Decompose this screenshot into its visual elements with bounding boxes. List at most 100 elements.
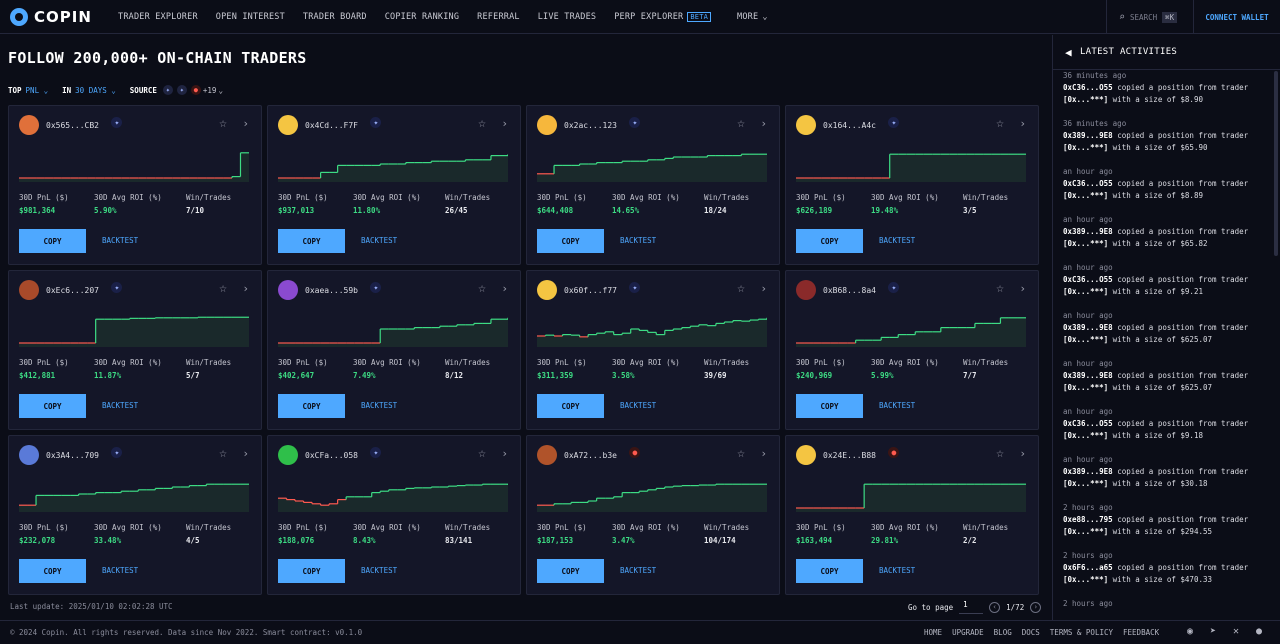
search-box[interactable]: ⌕ SEARCH ⌘K [1106,0,1194,34]
trader-card[interactable]: 0xCFa...058 ✦ ☆ › 30D PnL ($) 30D Avg RO… [267,435,521,595]
footer-link-home[interactable]: HOME [924,628,943,637]
star-icon[interactable]: ☆ [737,281,745,296]
nav-trader-explorer[interactable]: TRADER EXPLORER [118,11,198,22]
chevron-right-icon[interactable]: › [760,117,767,130]
trader-card[interactable]: 0xEc6...207 ✦ ☆ › 30D PnL ($) 30D Avg RO… [8,270,262,430]
footer-link-upgrade[interactable]: UPGRADE [952,628,984,637]
trader-card[interactable]: 0x3A4...709 ✦ ☆ › 30D PnL ($) 30D Avg RO… [8,435,262,595]
trader-card[interactable]: 0xB68...8a4 ✦ ☆ › 30D PnL ($) 30D Avg RO… [785,270,1039,430]
star-icon[interactable]: ☆ [737,446,745,461]
copy-button[interactable]: COPY [537,559,604,583]
backtest-button[interactable]: BACKTEST [879,401,916,410]
page-input[interactable]: 1 [959,600,984,614]
backtest-button[interactable]: BACKTEST [361,401,398,410]
backtest-button[interactable]: BACKTEST [361,566,398,575]
backtest-button[interactable]: BACKTEST [879,566,916,575]
activities-scrollbar[interactable] [1274,71,1278,256]
nav-trader-board[interactable]: TRADER BOARD [302,11,367,22]
copier-address[interactable]: 0xC36...O55 [1063,275,1113,284]
trader-address[interactable]: 0xCFa...058 [305,451,358,460]
star-icon[interactable]: ☆ [996,116,1004,131]
star-icon[interactable]: ☆ [737,116,745,131]
source-filter-dropdown[interactable]: ✦ ✦ ● +19 ⌄ [161,85,223,95]
footer-link-terms[interactable]: TERMS & POLICY [1049,628,1114,637]
trader-ref[interactable]: [0x...***] [1063,335,1109,344]
copy-button[interactable]: COPY [796,559,863,583]
trader-card[interactable]: 0x2ac...123 ✦ ☆ › 30D PnL ($) 30D Avg RO… [526,105,780,265]
backtest-button[interactable]: BACKTEST [620,401,657,410]
star-icon[interactable]: ☆ [219,446,227,461]
nav-referral[interactable]: REFERRAL [477,11,520,22]
nav-open-interest[interactable]: OPEN INTEREST [215,11,285,22]
trader-address[interactable]: 0x2ac...123 [564,121,617,130]
copy-button[interactable]: COPY [537,394,604,418]
trader-card[interactable]: 0x60f...f77 ✦ ☆ › 30D PnL ($) 30D Avg RO… [526,270,780,430]
trader-address[interactable]: 0x565...CB2 [46,121,99,130]
chevron-right-icon[interactable]: › [760,447,767,460]
backtest-button[interactable]: BACKTEST [620,236,657,245]
chevron-right-icon[interactable]: › [242,447,249,460]
copier-address[interactable]: 0x6F6...a65 [1063,563,1113,572]
copier-address[interactable]: 0x389...9E8 [1063,323,1113,332]
copy-button[interactable]: COPY [278,229,345,253]
connect-wallet-button[interactable]: CONNECT WALLET [1205,12,1269,22]
chevron-right-icon[interactable]: › [1019,447,1026,460]
star-icon[interactable]: ☆ [219,116,227,131]
period-filter-dropdown[interactable]: 30 DAYS ⌄ [75,85,116,95]
backtest-button[interactable]: BACKTEST [102,401,139,410]
trader-card[interactable]: 0xA72...b3e ● ☆ › 30D PnL ($) 30D Avg RO… [526,435,780,595]
copier-address[interactable]: 0xC36...O55 [1063,419,1113,428]
trader-card[interactable]: 0xaea...59b ✦ ☆ › 30D PnL ($) 30D Avg RO… [267,270,521,430]
trader-ref[interactable]: [0x...***] [1063,479,1109,488]
footer-link-blog[interactable]: BLOG [993,628,1012,637]
logo[interactable]: COPIN [10,7,108,26]
nav-copier-ranking[interactable]: COPIER RANKING [384,11,460,22]
trader-ref[interactable]: [0x...***] [1063,191,1109,200]
backtest-button[interactable]: BACKTEST [620,566,657,575]
copy-button[interactable]: COPY [278,394,345,418]
star-icon[interactable]: ☆ [996,281,1004,296]
nav-live-trades[interactable]: LIVE TRADES [537,11,597,22]
chevron-right-icon[interactable]: › [242,282,249,295]
footer-link-docs[interactable]: DOCS [1021,628,1040,637]
copier-address[interactable]: 0x389...9E8 [1063,131,1113,140]
trader-ref[interactable]: [0x...***] [1063,527,1109,536]
trader-card[interactable]: 0x565...CB2 ✦ ☆ › 30D PnL ($) 30D Avg RO… [8,105,262,265]
backtest-button[interactable]: BACKTEST [102,236,139,245]
copy-button[interactable]: COPY [796,394,863,418]
chevron-right-icon[interactable]: › [760,282,767,295]
star-icon[interactable]: ☆ [996,446,1004,461]
trader-address[interactable]: 0x4Cd...F7F [305,121,358,130]
copy-button[interactable]: COPY [19,229,86,253]
footer-link-feedback[interactable]: FEEDBACK [1123,628,1160,637]
trader-ref[interactable]: [0x...***] [1063,431,1109,440]
trader-ref[interactable]: [0x...***] [1063,143,1109,152]
trader-card[interactable]: 0x4Cd...F7F ✦ ☆ › 30D PnL ($) 30D Avg RO… [267,105,521,265]
top-filter-dropdown[interactable]: PNL ⌄ [25,85,49,95]
copy-button[interactable]: COPY [19,559,86,583]
copier-address[interactable]: 0x389...9E8 [1063,371,1113,380]
backtest-button[interactable]: BACKTEST [879,236,916,245]
trader-address[interactable]: 0x24E...B88 [823,451,876,460]
chevron-right-icon[interactable]: › [1019,282,1026,295]
chevron-right-icon[interactable]: › [242,117,249,130]
trader-ref[interactable]: [0x...***] [1063,287,1109,296]
x-twitter-icon[interactable]: ✕ [1232,626,1240,637]
chevron-right-icon[interactable]: › [1019,117,1026,130]
trader-address[interactable]: 0xaea...59b [305,286,358,295]
trader-ref[interactable]: [0x...***] [1063,575,1109,584]
trader-ref[interactable]: [0x...***] [1063,95,1109,104]
discord-icon[interactable]: ◉ [1186,626,1194,637]
github-icon[interactable]: ● [1255,626,1263,637]
telegram-icon[interactable]: ➤ [1209,626,1217,637]
nav-more[interactable]: MORE ⌄ [737,12,768,22]
backtest-button[interactable]: BACKTEST [102,566,139,575]
copier-address[interactable]: 0xC36...O55 [1063,83,1113,92]
copy-button[interactable]: COPY [796,229,863,253]
star-icon[interactable]: ☆ [478,281,486,296]
copier-address[interactable]: 0xe88...795 [1063,515,1113,524]
trader-ref[interactable]: [0x...***] [1063,383,1109,392]
trader-address[interactable]: 0x60f...f77 [564,286,617,295]
trader-address[interactable]: 0xA72...b3e [564,451,617,460]
trader-card[interactable]: 0x24E...B88 ● ☆ › 30D PnL ($) 30D Avg RO… [785,435,1039,595]
